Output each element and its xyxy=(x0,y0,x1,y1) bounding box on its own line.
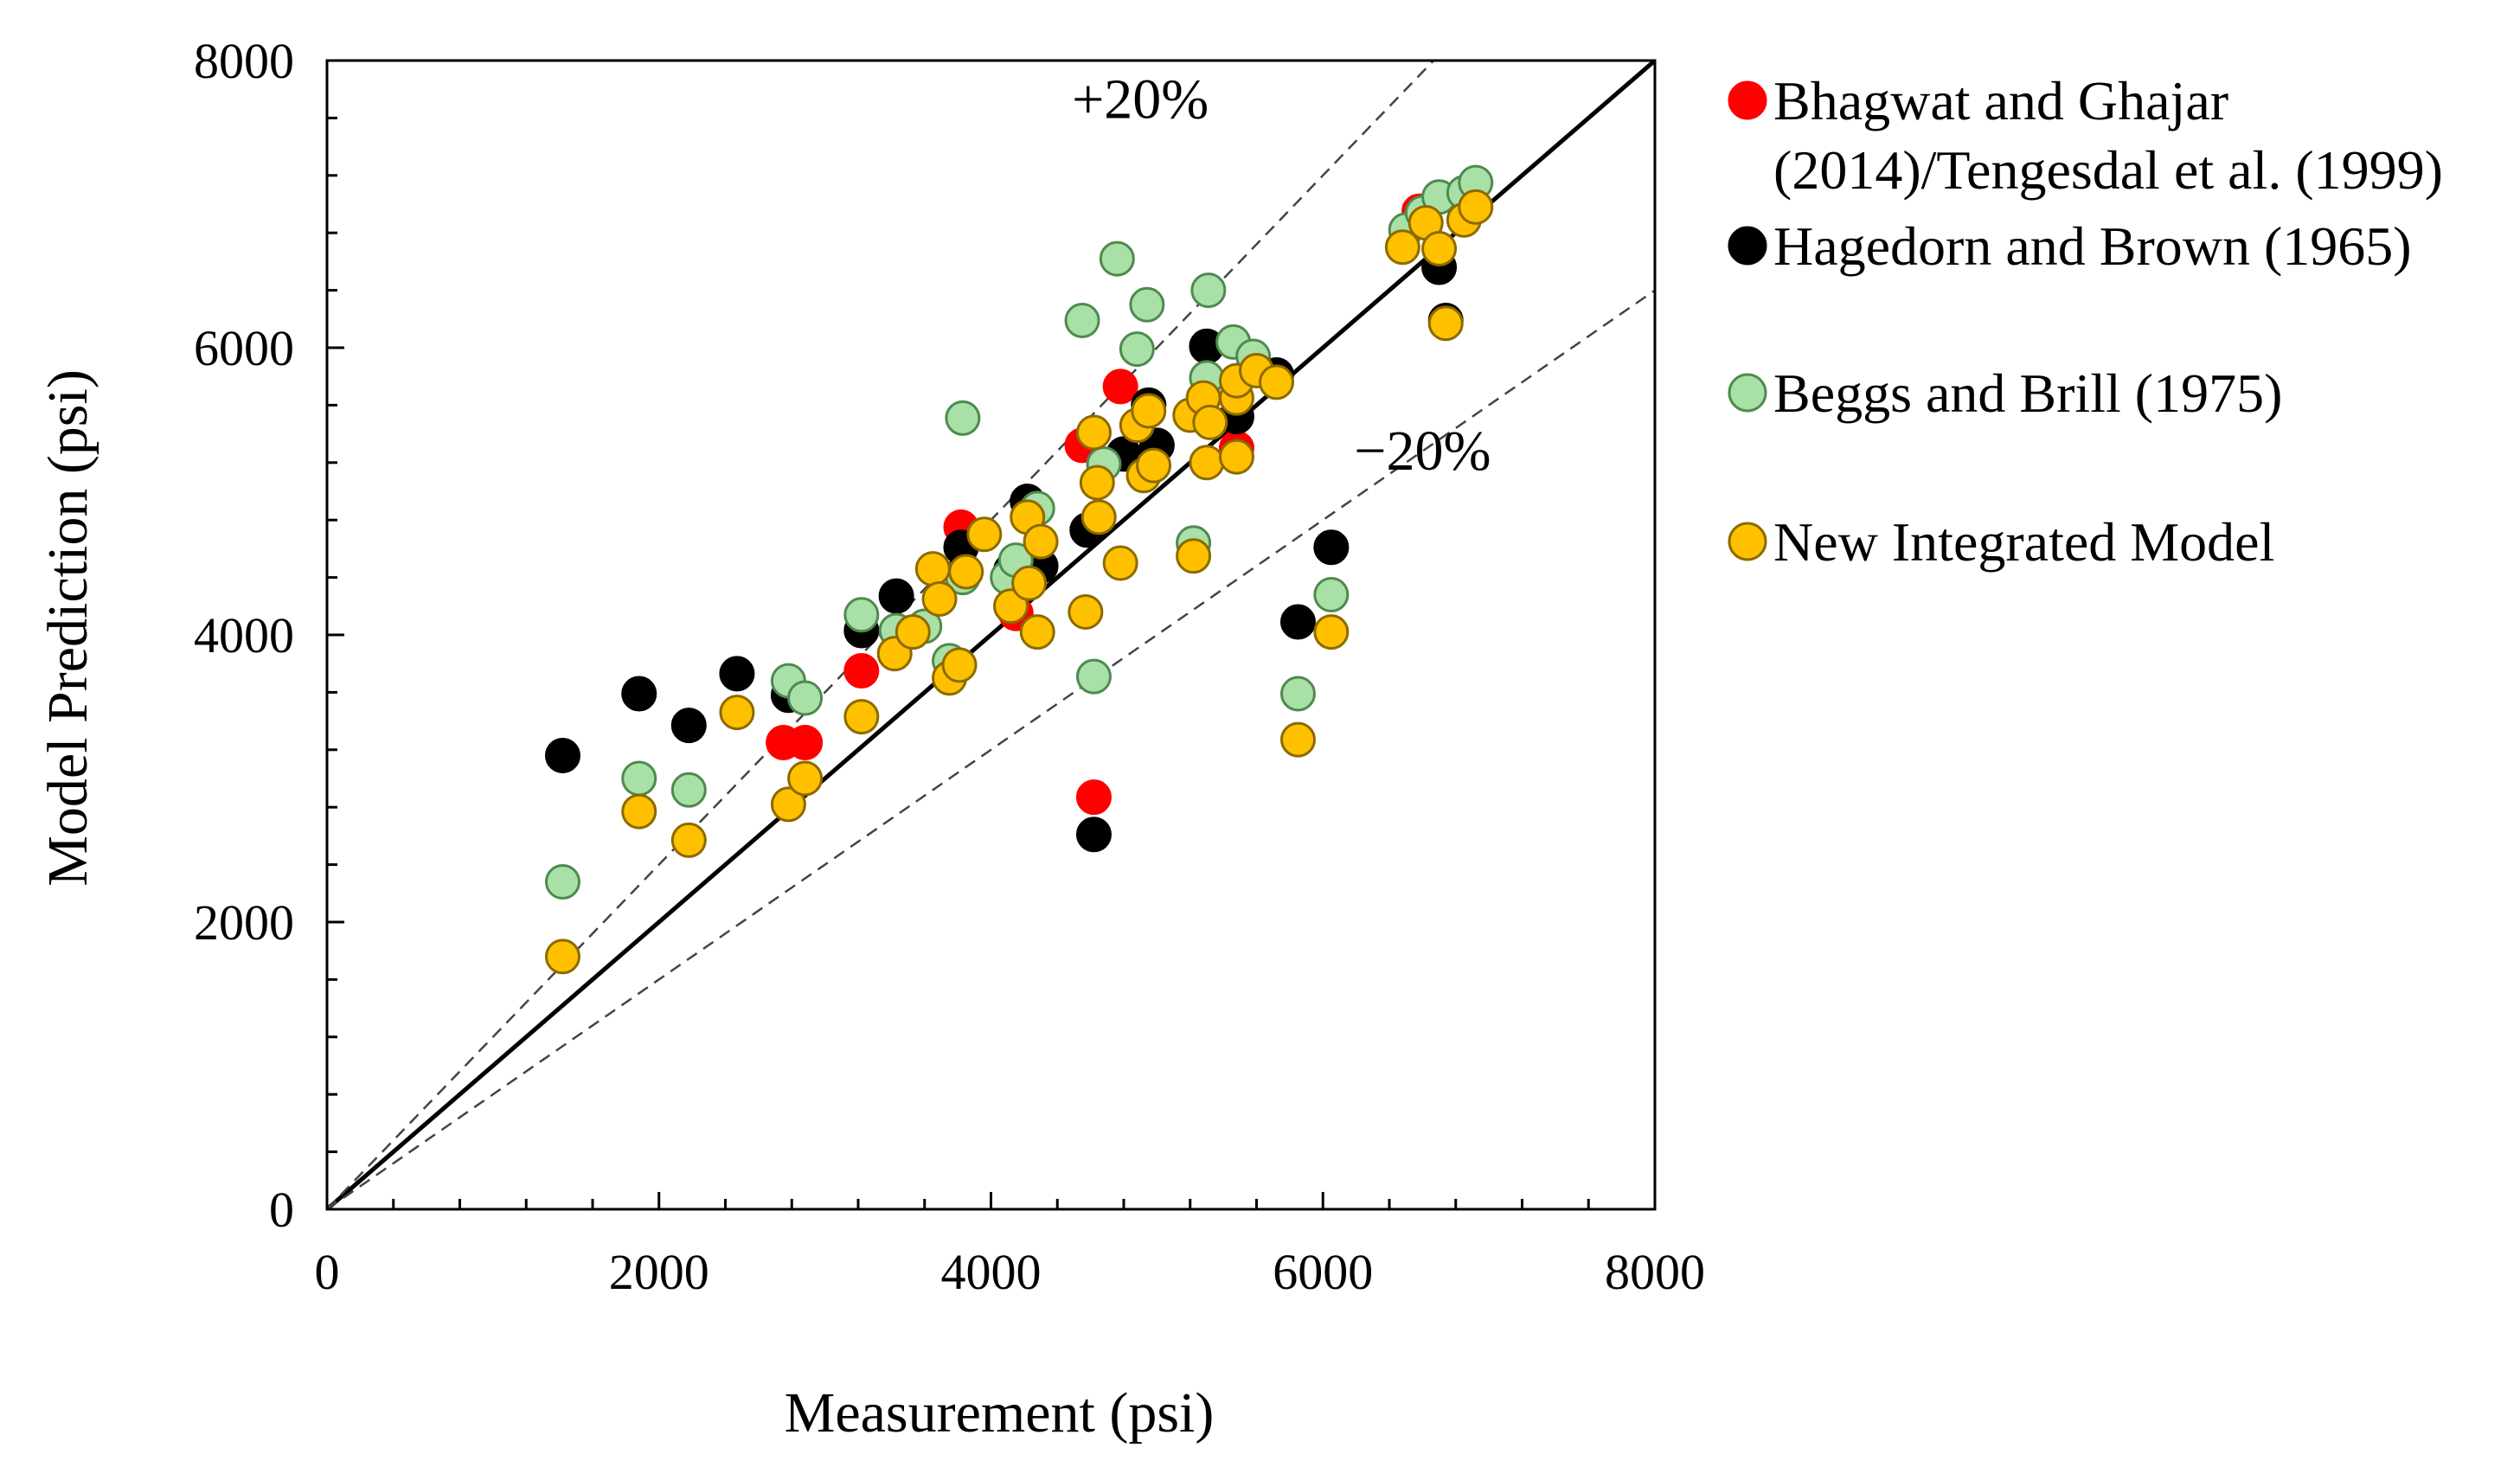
data-point xyxy=(843,597,880,633)
x-tick-label: 2000 xyxy=(609,1244,709,1300)
data-point xyxy=(1099,240,1135,277)
data-point xyxy=(1279,721,1316,758)
data-point xyxy=(1068,593,1104,630)
data-point xyxy=(787,680,824,716)
y-tick-label: 8000 xyxy=(194,33,294,89)
data-point xyxy=(1129,286,1165,323)
data-point xyxy=(966,516,1003,553)
data-point xyxy=(1313,529,1350,566)
y-tick-label: 4000 xyxy=(194,607,294,663)
annotation-minus-20: −20% xyxy=(1354,420,1491,483)
y-tick-label: 2000 xyxy=(194,894,294,951)
legend: Bhagwat and Ghajar (2014)/Tengesdal et al… xyxy=(1728,70,2443,573)
legend-marker xyxy=(1728,226,1767,266)
data-point xyxy=(1384,229,1420,266)
data-point xyxy=(770,786,806,823)
data-point xyxy=(621,676,657,712)
data-point xyxy=(544,938,580,975)
data-point xyxy=(787,760,824,797)
data-point xyxy=(1102,368,1138,405)
data-point xyxy=(670,822,707,858)
data-point xyxy=(1079,464,1115,501)
y-tick-label: 0 xyxy=(269,1182,294,1238)
legend-label: New Integrated Model xyxy=(1773,511,2274,573)
data-point xyxy=(1421,230,1458,266)
data-point xyxy=(921,581,958,617)
data-point xyxy=(1075,817,1112,853)
x-tick-label: 8000 xyxy=(1605,1244,1705,1300)
data-point xyxy=(1075,658,1112,695)
data-point xyxy=(1313,614,1350,650)
data-point xyxy=(621,793,657,830)
data-point xyxy=(895,614,931,650)
data-point xyxy=(670,708,707,744)
data-point xyxy=(1075,779,1112,816)
legend-marker xyxy=(1728,373,1767,413)
legend-marker xyxy=(1728,80,1767,120)
data-point xyxy=(1011,565,1048,601)
data-point xyxy=(1458,189,1494,225)
data-point xyxy=(670,772,707,808)
data-point xyxy=(1189,445,1225,481)
data-point xyxy=(1136,447,1172,484)
reference-line-minus-20 xyxy=(327,289,1655,1209)
x-axis-title: Measurement (psi) xyxy=(785,1381,1215,1445)
legend-label: (2014)/Tengesdal et al. (1999) xyxy=(1773,139,2443,201)
data-point xyxy=(941,647,978,683)
data-point xyxy=(945,400,981,436)
data-point xyxy=(1427,305,1464,342)
x-tick-label: 6000 xyxy=(1273,1244,1373,1300)
data-point xyxy=(1131,393,1167,429)
data-point xyxy=(1019,614,1055,650)
data-point xyxy=(1176,538,1212,574)
data-point xyxy=(787,725,824,760)
legend-label: Beggs and Brill (1975) xyxy=(1773,362,2282,424)
y-axis-title: Model Prediction (psi) xyxy=(36,369,99,887)
legend-label: Hagedorn and Brown (1965) xyxy=(1773,215,2412,277)
data-point xyxy=(1190,272,1227,309)
data-point xyxy=(1279,676,1316,712)
data-point xyxy=(1313,577,1350,613)
data-point xyxy=(1102,545,1138,581)
data-point xyxy=(621,760,657,797)
data-point xyxy=(914,551,951,587)
data-point xyxy=(948,554,984,590)
data-point xyxy=(843,699,880,735)
data-point xyxy=(878,578,914,614)
data-point xyxy=(1192,404,1228,440)
y-tick-label: 6000 xyxy=(194,320,294,376)
data-point xyxy=(1075,414,1112,451)
data-point xyxy=(843,653,880,689)
data-point xyxy=(544,737,580,773)
data-point xyxy=(1119,331,1155,368)
data-point xyxy=(1279,604,1316,640)
data-point xyxy=(544,864,580,900)
annotation-plus-20: +20% xyxy=(1072,67,1209,131)
x-tick-label: 4000 xyxy=(941,1244,1042,1300)
data-point xyxy=(1023,523,1059,560)
data-point xyxy=(993,588,1029,625)
legend-label: Bhagwat and Ghajar xyxy=(1773,70,2228,131)
series-3 xyxy=(544,189,1494,975)
data-point xyxy=(1080,499,1117,535)
data-point xyxy=(719,695,755,731)
data-point xyxy=(1259,364,1295,400)
data-point xyxy=(1064,302,1100,338)
x-tick-label: 0 xyxy=(315,1244,340,1300)
data-point xyxy=(1218,439,1254,475)
data-point xyxy=(719,656,755,692)
legend-marker xyxy=(1728,522,1767,561)
